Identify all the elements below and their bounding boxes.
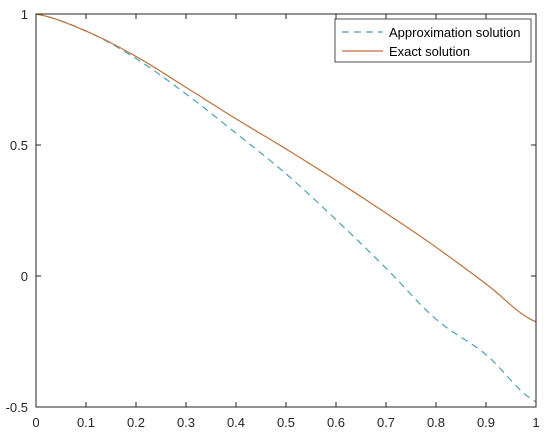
y-tick-label: 0 bbox=[21, 269, 28, 284]
x-tick-label: 0.1 bbox=[77, 415, 95, 430]
plot-area bbox=[36, 14, 536, 407]
x-tick-label: 0.3 bbox=[177, 415, 195, 430]
x-tick-label: 0.2 bbox=[127, 415, 145, 430]
legend: Approximation solution Exact solution bbox=[334, 18, 532, 63]
x-tick-label: 0 bbox=[32, 415, 39, 430]
y-tick-label: 1 bbox=[21, 7, 28, 22]
legend-box bbox=[334, 18, 532, 63]
x-tick-label: 0.5 bbox=[277, 415, 295, 430]
x-tick-label: 0.6 bbox=[327, 415, 345, 430]
y-axis: -0.5 0 0.5 1 bbox=[6, 7, 536, 415]
series-approximation-line bbox=[35, 13, 537, 403]
series-exact-line bbox=[35, 13, 537, 323]
x-tick-label: 0.9 bbox=[477, 415, 495, 430]
x-tick-label: 0.7 bbox=[377, 415, 395, 430]
series-layer bbox=[35, 13, 537, 403]
x-tick-label: 1 bbox=[532, 415, 539, 430]
y-tick-label: -0.5 bbox=[6, 400, 28, 415]
x-axis: 0 0.1 0.2 0.3 0.4 0.5 0.6 0.7 0.8 0.9 1 bbox=[32, 14, 540, 430]
legend-label-exact: Exact solution bbox=[389, 44, 470, 59]
legend-label-approximation: Approximation solution bbox=[389, 25, 521, 40]
y-tick-label: 0.5 bbox=[10, 138, 28, 153]
x-tick-label: 0.4 bbox=[227, 415, 245, 430]
x-tick-label: 0.8 bbox=[427, 415, 445, 430]
